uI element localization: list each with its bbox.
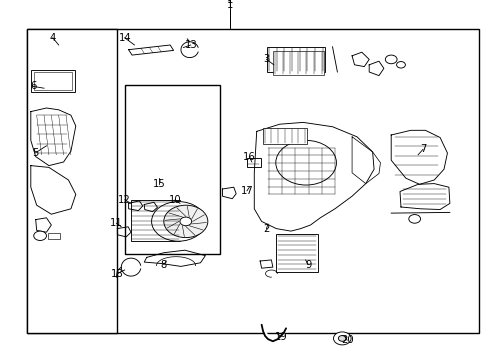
Text: 13: 13 [184,40,197,50]
Polygon shape [182,207,190,218]
Text: 14: 14 [118,33,131,43]
Bar [266,47,325,72]
Polygon shape [117,227,131,237]
Circle shape [408,215,420,223]
Bar [48,233,60,239]
Bar [276,234,317,272]
Text: 18: 18 [111,269,123,279]
Polygon shape [31,108,76,166]
Text: 15: 15 [152,179,165,189]
Text: 1: 1 [226,0,233,5]
Circle shape [180,217,191,226]
Polygon shape [222,187,236,199]
Text: 17: 17 [240,186,253,196]
Text: 12: 12 [118,195,131,205]
Circle shape [151,202,205,241]
Bar [131,200,180,241]
Circle shape [166,212,190,230]
Text: 11: 11 [110,218,122,228]
Polygon shape [144,202,157,212]
Circle shape [163,205,207,238]
Polygon shape [351,137,380,184]
Bar [272,51,324,75]
Polygon shape [128,201,142,211]
Bar [27,29,478,333]
Polygon shape [254,122,373,231]
Text: 4: 4 [50,33,56,43]
Circle shape [333,332,350,345]
Bar [27,29,117,333]
Polygon shape [31,166,76,214]
Text: 1: 1 [226,0,233,10]
Polygon shape [399,184,449,210]
Circle shape [396,62,405,68]
Bar [31,70,75,92]
Polygon shape [184,218,191,229]
Circle shape [385,55,396,64]
Polygon shape [368,61,383,76]
Polygon shape [390,130,447,184]
Text: 3: 3 [263,54,269,64]
Bar [124,85,220,254]
Bar [34,72,72,90]
Polygon shape [144,250,205,266]
Polygon shape [36,218,51,232]
Polygon shape [260,260,272,268]
Text: 7: 7 [419,144,426,154]
Text: 8: 8 [161,260,166,270]
Text: 19: 19 [274,332,287,342]
Text: 16: 16 [243,152,255,162]
Text: 6: 6 [30,81,37,91]
Text: 20: 20 [340,335,353,345]
Text: 2: 2 [263,224,269,234]
Circle shape [338,336,346,341]
Bar [263,128,306,144]
Text: 10: 10 [168,195,181,205]
Polygon shape [351,52,368,67]
Bar [246,158,260,167]
Circle shape [34,231,46,240]
Polygon shape [128,45,173,55]
Text: 5: 5 [32,148,39,158]
Text: 9: 9 [304,260,311,270]
Circle shape [275,140,336,185]
